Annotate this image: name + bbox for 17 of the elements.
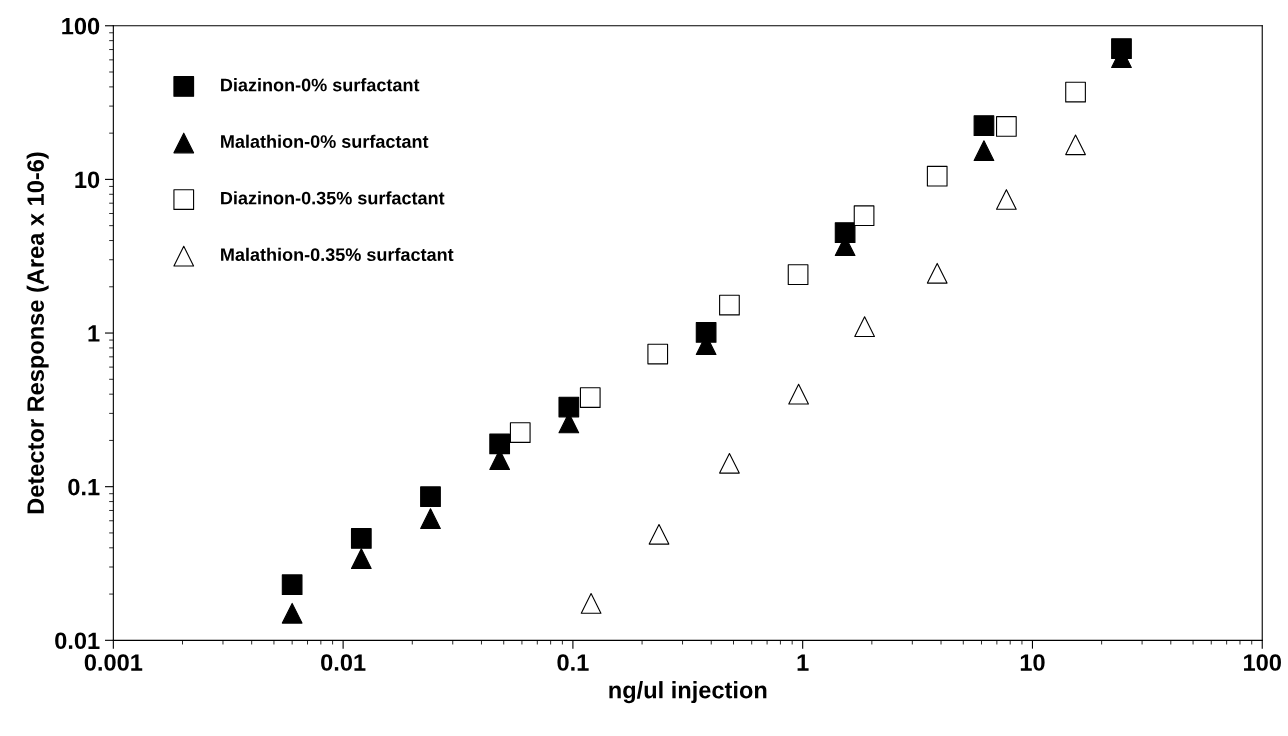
x-tick-label: 0.1 [557,654,589,671]
legend-label: Malathion-0% surfactant [221,134,429,148]
x-tick-label: 10 [1020,654,1045,671]
legend-label: Malathion-0.35% surfactant [221,247,454,262]
y-tick-label: 0.01 [55,632,100,650]
x-tick-label: 1 [797,654,809,671]
y-tick-label: 0.1 [68,478,100,496]
x-tick-label: 100 [1244,654,1281,671]
x-tick-label: 0.001 [84,654,143,671]
x-tick-label: 0.01 [321,654,366,671]
x-axis-title: ng/ul injection [609,681,767,704]
y-tick-label: 1 [88,325,100,342]
y-tick-label: 100 [62,17,100,35]
legend-label: Diazinon-0.35% surfactant [221,191,445,205]
y-tick-label: 10 [75,171,100,189]
legend-label: Diazinon-0% surfactant [221,78,420,92]
y-axis-title: Detector Response (Area x 10-6) [26,152,49,514]
